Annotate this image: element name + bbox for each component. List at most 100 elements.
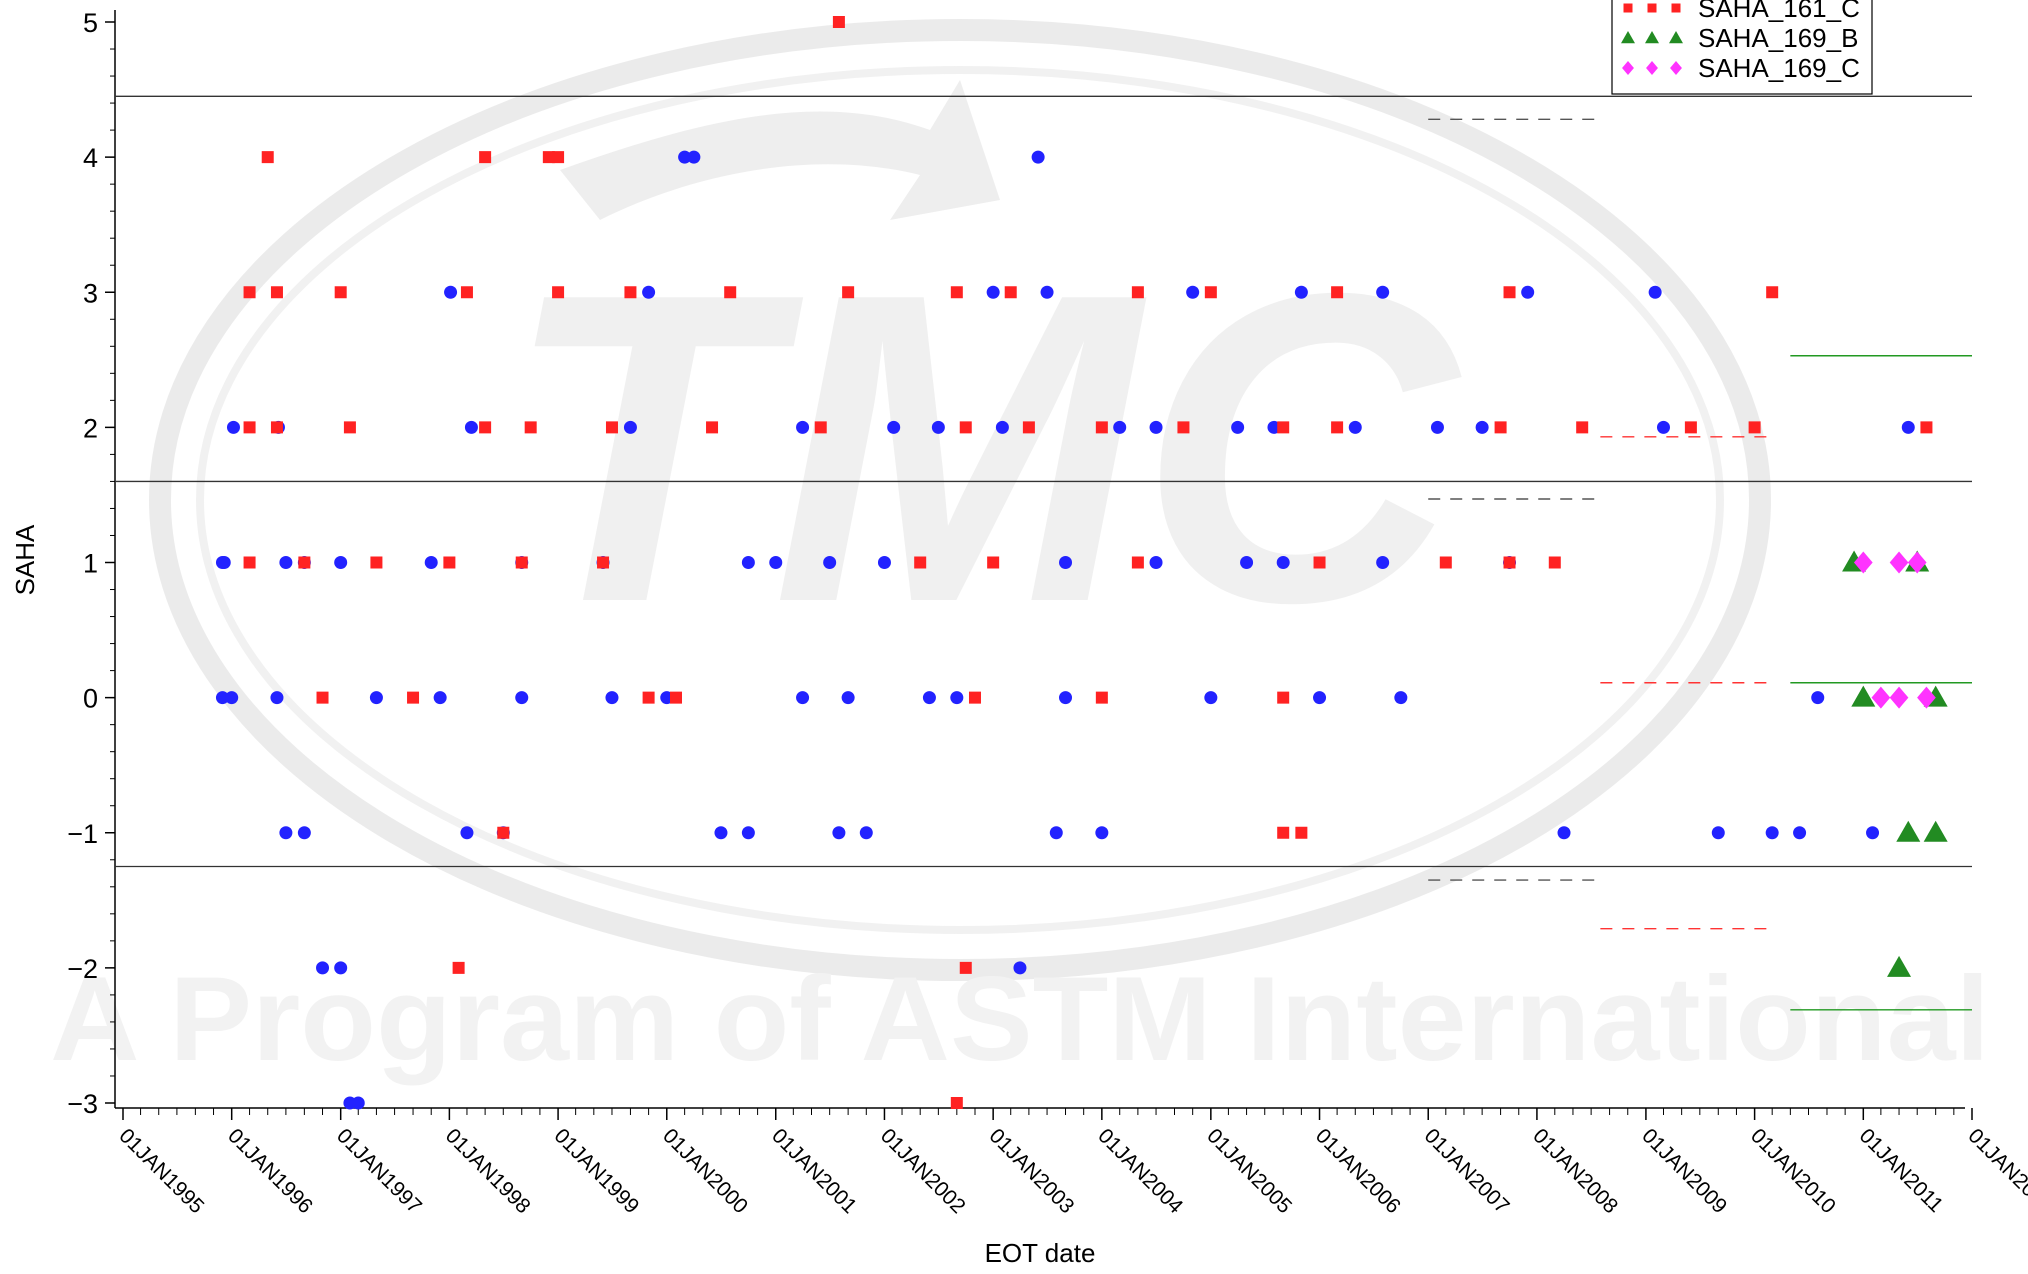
- data-point-circle: [1049, 826, 1063, 840]
- data-point-circle: [279, 826, 293, 840]
- data-point-square: [497, 826, 510, 839]
- data-point-circle: [464, 420, 478, 434]
- data-point-square: [370, 556, 383, 569]
- data-point-square: [959, 961, 972, 974]
- x-tick-label: 01JAN2010: [1746, 1124, 1840, 1218]
- data-point-circle: [986, 285, 1000, 299]
- data-point-circle: [334, 961, 348, 975]
- data-point-circle: [369, 691, 383, 705]
- x-tick-label: 01JAN2002: [876, 1124, 970, 1218]
- legend-marker: [1622, 61, 1634, 75]
- data-point-square: [515, 556, 528, 569]
- data-point-square: [243, 556, 256, 569]
- legend-marker: [1669, 31, 1683, 44]
- data-point-square: [542, 151, 555, 164]
- data-point-square: [814, 421, 827, 434]
- legend-label: SAHA_169_B: [1698, 23, 1858, 53]
- data-point-circle: [316, 961, 330, 975]
- data-point-circle: [1313, 691, 1327, 705]
- watermark-ring-inner: [196, 66, 1724, 934]
- y-tick-label: 0: [83, 684, 98, 714]
- data-point-square: [316, 691, 329, 704]
- data-point-circle: [515, 691, 529, 705]
- data-point-circle: [279, 556, 293, 569]
- data-point-circle: [678, 150, 692, 164]
- data-point-circle: [1204, 691, 1218, 705]
- data-point-circle: [1276, 556, 1290, 569]
- data-point-square: [298, 556, 311, 569]
- data-point-square: [670, 691, 683, 704]
- x-tick-label: 01JAN2012: [1963, 1124, 2028, 1218]
- data-point-square: [642, 691, 655, 704]
- data-point-circle: [444, 285, 458, 299]
- data-point-diamond: [1917, 686, 1936, 709]
- data-point-square: [1503, 556, 1516, 569]
- data-point-square: [1766, 286, 1779, 299]
- legend-marker: [1623, 3, 1633, 13]
- legend-box: [1611, 0, 1873, 95]
- data-point-diamond: [1889, 551, 1909, 574]
- data-point-square: [479, 151, 492, 164]
- data-point-triangle: [1887, 955, 1912, 977]
- data-point-square: [1277, 691, 1290, 704]
- data-point-circle: [796, 691, 810, 705]
- data-point-circle: [1557, 826, 1571, 840]
- x-tick-label: 01JAN2005: [1202, 1124, 1296, 1218]
- data-point-square: [1277, 826, 1290, 839]
- y-axis-ticks: 5 4 3 2 1 0 −1 −2 −3: [67, 8, 115, 1119]
- data-point-triangle: [1923, 820, 1948, 842]
- data-point-square: [1177, 421, 1190, 434]
- data-point-circle: [351, 1096, 365, 1110]
- data-point-circle: [950, 691, 964, 705]
- data-point-square: [460, 286, 473, 299]
- data-point-circle: [1040, 285, 1054, 299]
- data-point-circle: [741, 556, 755, 569]
- y-axis-title: SAHA: [10, 524, 40, 595]
- data-point-square: [1684, 421, 1697, 434]
- data-point-circle: [1376, 556, 1390, 569]
- data-point-square: [243, 421, 256, 434]
- data-point-circle: [859, 826, 873, 840]
- data-point-square: [914, 556, 927, 569]
- data-point-square: [1004, 286, 1017, 299]
- data-point-square: [1204, 286, 1217, 299]
- data-point-square: [1503, 286, 1516, 299]
- data-point-square: [724, 286, 737, 299]
- legend-label: SAHA_161_C: [1698, 0, 1860, 23]
- data-point-square: [270, 421, 283, 434]
- data-point-square: [452, 961, 465, 974]
- x-tick-label: 01JAN2006: [1311, 1124, 1405, 1218]
- data-point-square: [1439, 556, 1452, 569]
- data-point-circle: [1231, 420, 1245, 434]
- data-point-square: [1920, 421, 1933, 434]
- data-point-square: [1313, 556, 1326, 569]
- y-tick-label: 1: [83, 549, 98, 579]
- data-point-circle: [1648, 285, 1662, 299]
- y-tick-label: −2: [67, 954, 98, 984]
- data-point-square: [1131, 556, 1144, 569]
- data-point-circle: [832, 826, 846, 840]
- watermark: TMC A Program of ASTM International: [50, 19, 1990, 1086]
- data-point-square: [968, 691, 981, 704]
- legend-marker: [1671, 3, 1681, 13]
- data-point-circle: [1811, 691, 1825, 705]
- data-point-square: [832, 16, 845, 28]
- data-point-square: [407, 691, 420, 704]
- legend-marker: [1645, 31, 1659, 44]
- data-point-circle: [433, 691, 447, 705]
- data-point-circle: [605, 691, 619, 705]
- data-point-circle: [1059, 691, 1073, 705]
- data-point-square: [334, 286, 347, 299]
- legend-marker: [1670, 61, 1682, 75]
- data-point-circle: [1394, 691, 1408, 705]
- data-point-square: [243, 286, 256, 299]
- legend-label: SAHA_169_C: [1698, 53, 1860, 83]
- data-point-circle: [1475, 420, 1489, 434]
- data-point-circle: [1866, 826, 1880, 840]
- data-point-square: [1295, 826, 1308, 839]
- data-point-circle: [1765, 826, 1779, 840]
- data-point-circle: [1031, 150, 1045, 164]
- data-point-square: [1748, 421, 1761, 434]
- y-tick-label: 5: [83, 8, 98, 38]
- data-point-diamond: [1907, 551, 1927, 574]
